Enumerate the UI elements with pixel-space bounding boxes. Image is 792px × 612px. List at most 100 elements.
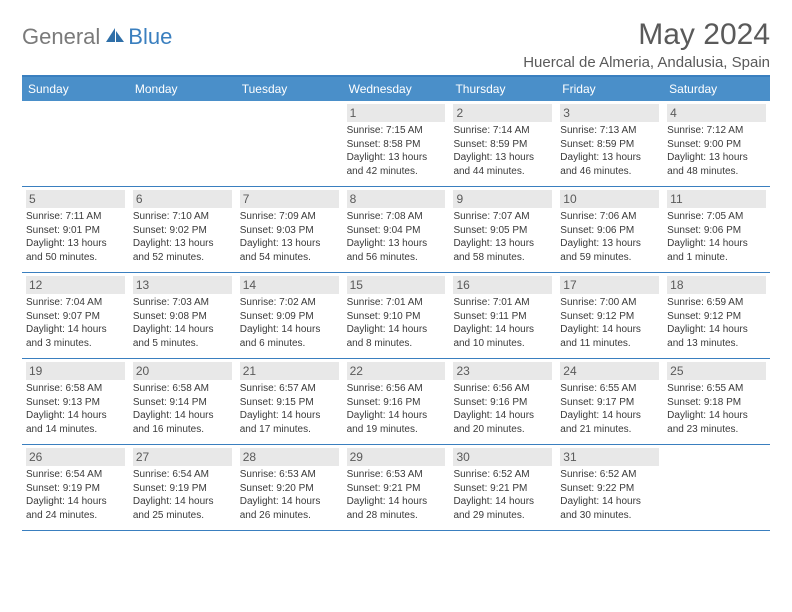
daylight-text-2: and 10 minutes. [453, 337, 552, 351]
sunrise-text: Sunrise: 7:03 AM [133, 296, 232, 310]
sunrise-text: Sunrise: 7:14 AM [453, 124, 552, 138]
daylight-text-2: and 23 minutes. [667, 423, 766, 437]
daylight-text-1: Daylight: 14 hours [667, 237, 766, 251]
daylight-text-2: and 20 minutes. [453, 423, 552, 437]
daylight-text-1: Daylight: 14 hours [560, 409, 659, 423]
daylight-text-1: Daylight: 14 hours [347, 495, 446, 509]
day-number: 15 [347, 276, 446, 294]
day-number: 5 [26, 190, 125, 208]
daylight-text-2: and 6 minutes. [240, 337, 339, 351]
daylight-text-1: Daylight: 14 hours [133, 323, 232, 337]
day-number: 10 [560, 190, 659, 208]
day-cell: 4Sunrise: 7:12 AMSunset: 9:00 PMDaylight… [663, 101, 770, 186]
daylight-text-2: and 1 minute. [667, 251, 766, 265]
daylight-text-1: Daylight: 14 hours [560, 495, 659, 509]
weekday-header: Sunday [22, 77, 129, 101]
sunrise-text: Sunrise: 7:01 AM [453, 296, 552, 310]
day-cell: 2Sunrise: 7:14 AMSunset: 8:59 PMDaylight… [449, 101, 556, 186]
day-number: 7 [240, 190, 339, 208]
week-row: 19Sunrise: 6:58 AMSunset: 9:13 PMDayligh… [22, 359, 770, 445]
sunrise-text: Sunrise: 6:52 AM [560, 468, 659, 482]
title-block: May 2024 Huercal de Almeria, Andalusia, … [523, 18, 770, 71]
daylight-text-1: Daylight: 13 hours [453, 151, 552, 165]
sunset-text: Sunset: 9:03 PM [240, 224, 339, 238]
sunrise-text: Sunrise: 6:55 AM [560, 382, 659, 396]
day-cell: 0 [236, 101, 343, 186]
sunset-text: Sunset: 9:08 PM [133, 310, 232, 324]
weeks-container: 0001Sunrise: 7:15 AMSunset: 8:58 PMDayli… [22, 101, 770, 531]
daylight-text-1: Daylight: 13 hours [347, 237, 446, 251]
day-cell: 20Sunrise: 6:58 AMSunset: 9:14 PMDayligh… [129, 359, 236, 444]
daylight-text-2: and 17 minutes. [240, 423, 339, 437]
daylight-text-2: and 56 minutes. [347, 251, 446, 265]
sunrise-text: Sunrise: 7:15 AM [347, 124, 446, 138]
day-number: 12 [26, 276, 125, 294]
day-cell: 7Sunrise: 7:09 AMSunset: 9:03 PMDaylight… [236, 187, 343, 272]
daylight-text-2: and 14 minutes. [26, 423, 125, 437]
day-cell: 16Sunrise: 7:01 AMSunset: 9:11 PMDayligh… [449, 273, 556, 358]
sunset-text: Sunset: 9:19 PM [26, 482, 125, 496]
day-number: 6 [133, 190, 232, 208]
day-cell: 0 [129, 101, 236, 186]
sunrise-text: Sunrise: 6:56 AM [347, 382, 446, 396]
daylight-text-1: Daylight: 13 hours [240, 237, 339, 251]
sunrise-text: Sunrise: 6:54 AM [26, 468, 125, 482]
daylight-text-2: and 24 minutes. [26, 509, 125, 523]
daylight-text-2: and 26 minutes. [240, 509, 339, 523]
weekday-header: Monday [129, 77, 236, 101]
sunrise-text: Sunrise: 6:55 AM [667, 382, 766, 396]
daylight-text-2: and 16 minutes. [133, 423, 232, 437]
sunset-text: Sunset: 9:05 PM [453, 224, 552, 238]
daylight-text-1: Daylight: 13 hours [26, 237, 125, 251]
week-row: 12Sunrise: 7:04 AMSunset: 9:07 PMDayligh… [22, 273, 770, 359]
sunrise-text: Sunrise: 7:05 AM [667, 210, 766, 224]
daylight-text-1: Daylight: 14 hours [560, 323, 659, 337]
daylight-text-1: Daylight: 14 hours [453, 409, 552, 423]
day-number: 20 [133, 362, 232, 380]
daylight-text-2: and 44 minutes. [453, 165, 552, 179]
sunrise-text: Sunrise: 7:04 AM [26, 296, 125, 310]
day-number: 29 [347, 448, 446, 466]
day-cell: 25Sunrise: 6:55 AMSunset: 9:18 PMDayligh… [663, 359, 770, 444]
week-row: 26Sunrise: 6:54 AMSunset: 9:19 PMDayligh… [22, 445, 770, 531]
sunrise-text: Sunrise: 6:53 AM [240, 468, 339, 482]
day-number: 18 [667, 276, 766, 294]
day-number: 17 [560, 276, 659, 294]
day-cell: 0 [663, 445, 770, 530]
daylight-text-1: Daylight: 13 hours [453, 237, 552, 251]
sunset-text: Sunset: 9:18 PM [667, 396, 766, 410]
daylight-text-1: Daylight: 14 hours [26, 495, 125, 509]
sunset-text: Sunset: 9:16 PM [347, 396, 446, 410]
day-number: 30 [453, 448, 552, 466]
sunset-text: Sunset: 9:17 PM [560, 396, 659, 410]
day-number: 31 [560, 448, 659, 466]
sunrise-text: Sunrise: 7:06 AM [560, 210, 659, 224]
sunrise-text: Sunrise: 6:58 AM [133, 382, 232, 396]
daylight-text-2: and 58 minutes. [453, 251, 552, 265]
daylight-text-1: Daylight: 13 hours [133, 237, 232, 251]
calendar: SundayMondayTuesdayWednesdayThursdayFrid… [22, 75, 770, 531]
day-number: 9 [453, 190, 552, 208]
daylight-text-2: and 11 minutes. [560, 337, 659, 351]
sunset-text: Sunset: 9:06 PM [560, 224, 659, 238]
sunset-text: Sunset: 9:11 PM [453, 310, 552, 324]
day-cell: 22Sunrise: 6:56 AMSunset: 9:16 PMDayligh… [343, 359, 450, 444]
sunrise-text: Sunrise: 7:11 AM [26, 210, 125, 224]
weekday-header: Friday [556, 77, 663, 101]
daylight-text-1: Daylight: 14 hours [133, 495, 232, 509]
logo-text-blue: Blue [128, 24, 172, 50]
daylight-text-1: Daylight: 14 hours [240, 323, 339, 337]
daylight-text-1: Daylight: 14 hours [240, 495, 339, 509]
sunrise-text: Sunrise: 6:58 AM [26, 382, 125, 396]
daylight-text-2: and 29 minutes. [453, 509, 552, 523]
day-cell: 19Sunrise: 6:58 AMSunset: 9:13 PMDayligh… [22, 359, 129, 444]
daylight-text-2: and 5 minutes. [133, 337, 232, 351]
sunrise-text: Sunrise: 7:07 AM [453, 210, 552, 224]
sunset-text: Sunset: 9:00 PM [667, 138, 766, 152]
day-cell: 10Sunrise: 7:06 AMSunset: 9:06 PMDayligh… [556, 187, 663, 272]
day-number: 11 [667, 190, 766, 208]
daylight-text-2: and 19 minutes. [347, 423, 446, 437]
day-number: 2 [453, 104, 552, 122]
week-row: 5Sunrise: 7:11 AMSunset: 9:01 PMDaylight… [22, 187, 770, 273]
sunset-text: Sunset: 9:04 PM [347, 224, 446, 238]
